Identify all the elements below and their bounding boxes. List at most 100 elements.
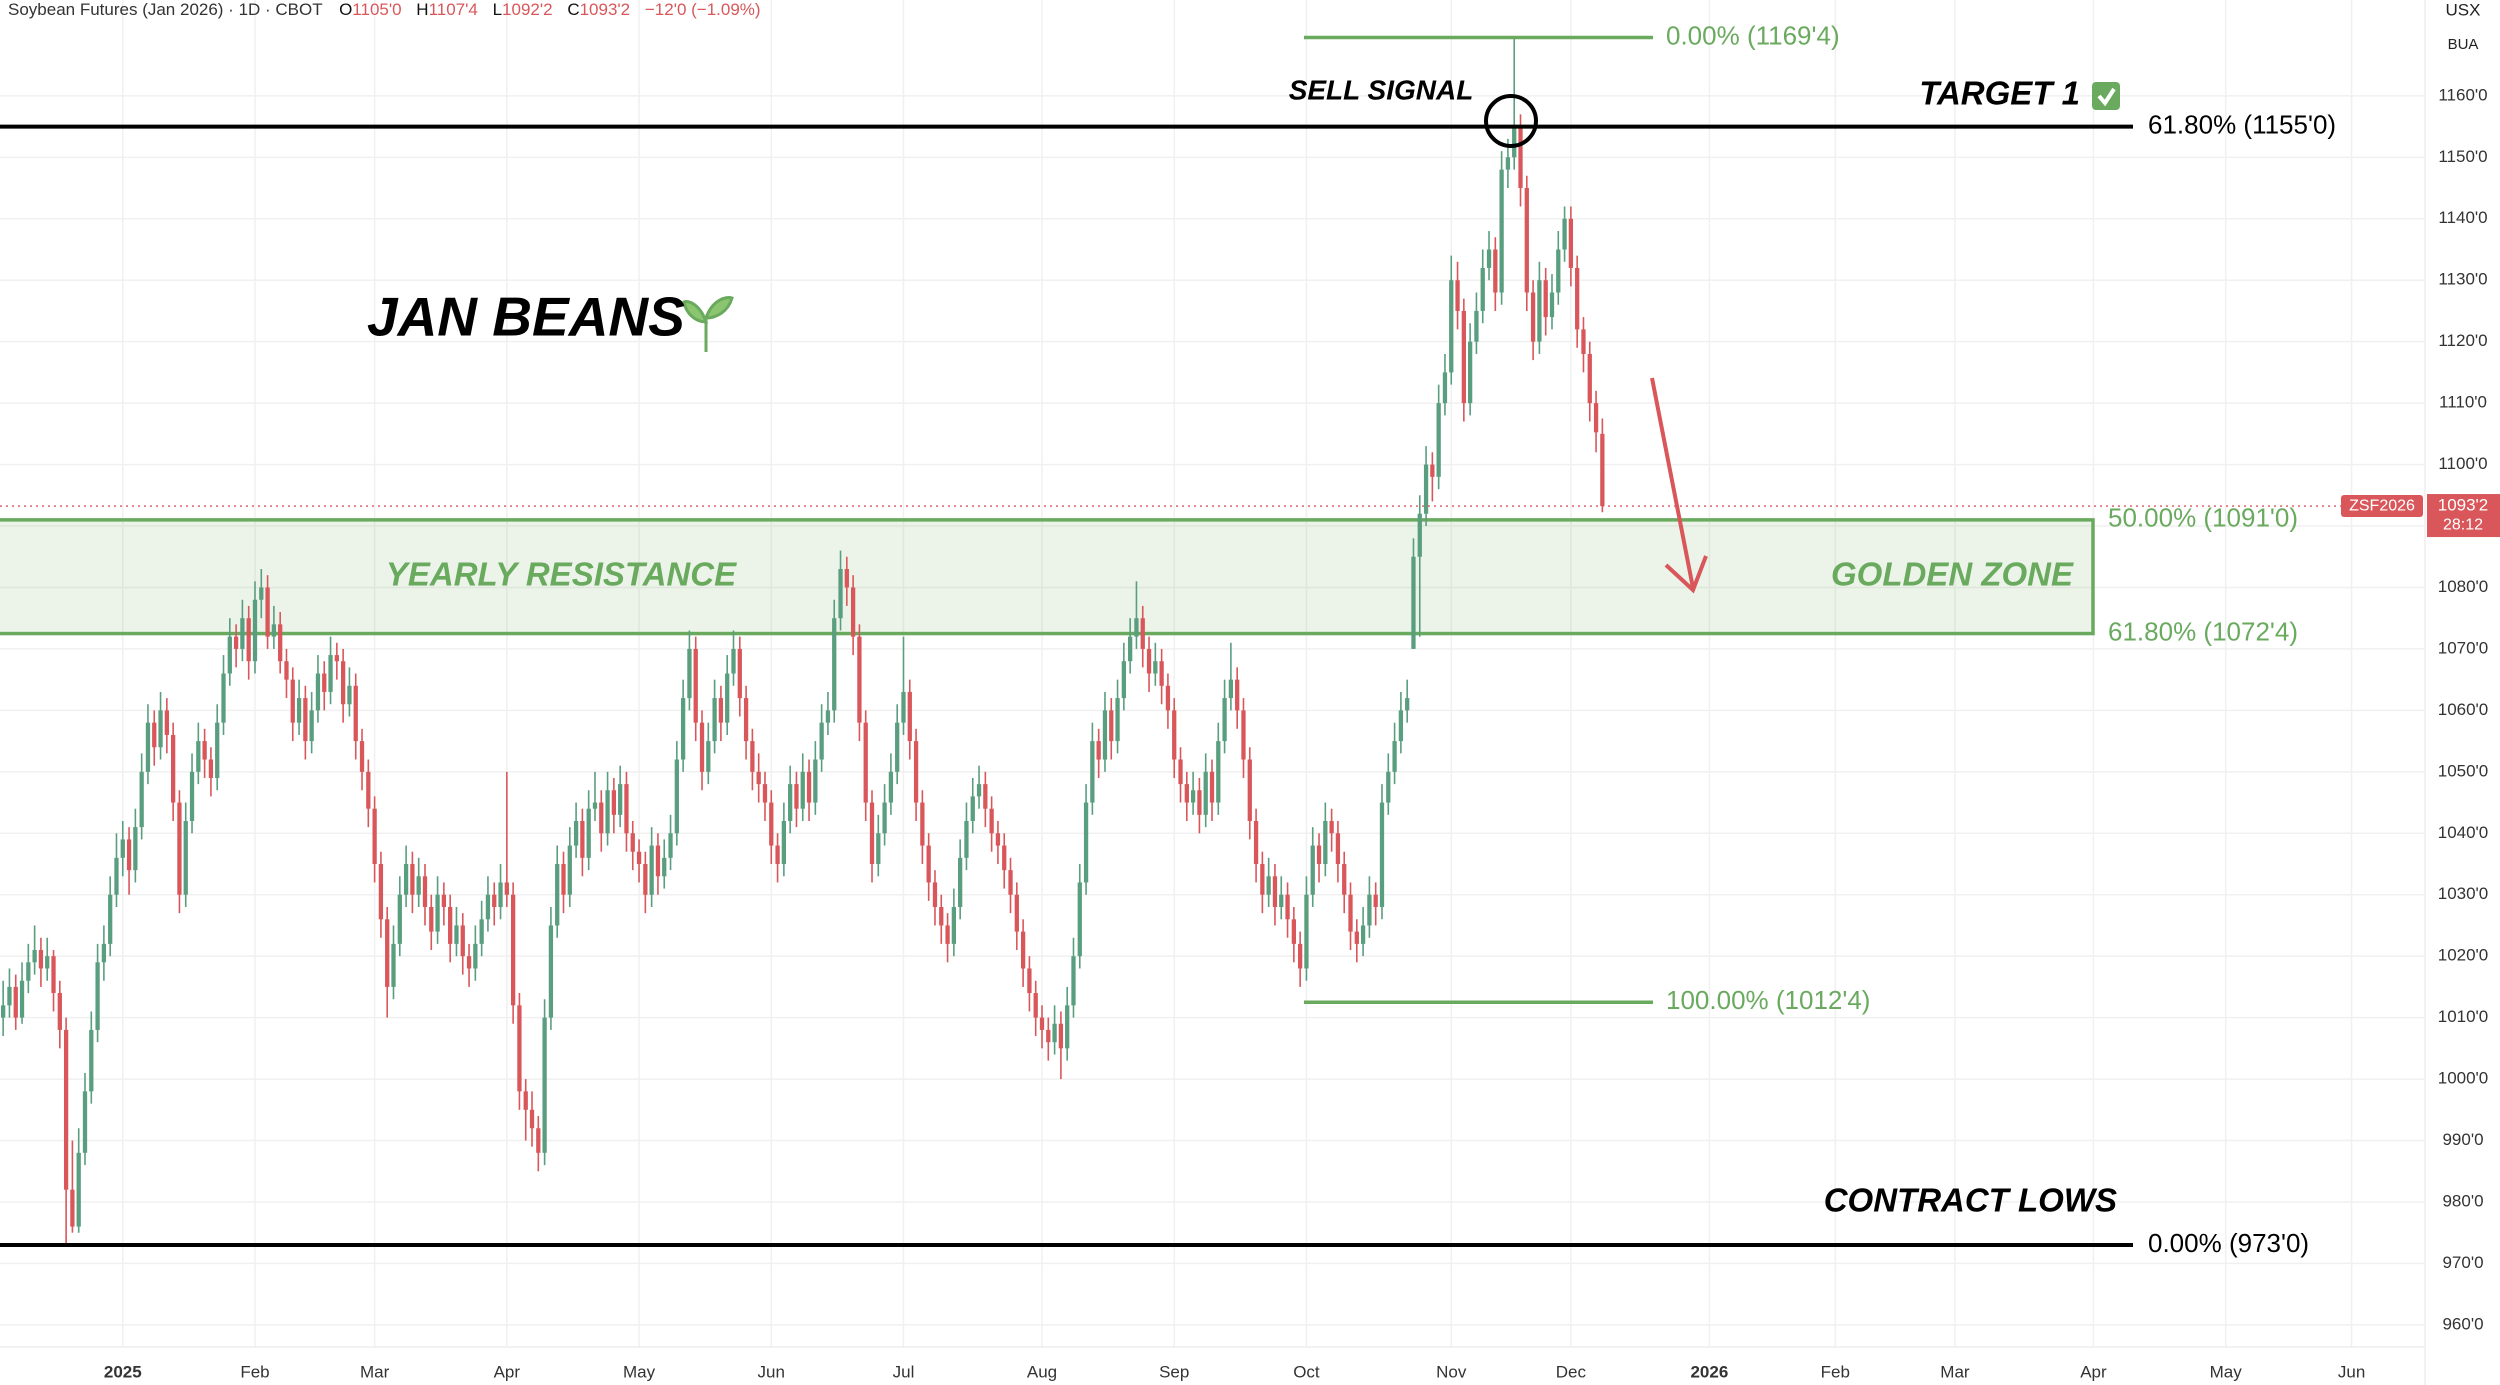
- x-tick-label: 2025: [104, 1362, 142, 1381]
- candle-body: [1417, 513, 1422, 557]
- candle-body: [1279, 894, 1284, 908]
- x-tick-label: 2026: [1690, 1362, 1728, 1381]
- candle-body: [762, 784, 768, 803]
- candle-body: [1455, 280, 1460, 311]
- candle-body: [580, 820, 585, 858]
- candle-body: [259, 587, 264, 600]
- candle-body: [133, 827, 138, 871]
- candle-body: [145, 722, 151, 772]
- candle-body: [1373, 894, 1378, 908]
- y-tick-label: 1010'0: [2438, 1007, 2489, 1026]
- candle-body: [995, 833, 1001, 846]
- candle-body: [26, 962, 31, 981]
- candle-body: [1291, 919, 1296, 944]
- y-tick-label: 1140'0: [2438, 208, 2487, 227]
- candle-body: [202, 741, 207, 760]
- level-label: 100.00% (1012'4): [1666, 985, 1870, 1015]
- candle-body: [359, 741, 365, 772]
- candle-body: [126, 839, 132, 871]
- candle-body: [76, 1152, 81, 1227]
- candle-body: [1442, 372, 1448, 404]
- candle-body: [567, 845, 572, 895]
- symbol-tag: [2341, 495, 2423, 518]
- candle-body: [45, 956, 50, 969]
- candle-body: [1096, 741, 1101, 760]
- candle-body: [1222, 698, 1227, 742]
- candle-body: [1128, 636, 1133, 662]
- candle-body: [788, 784, 793, 821]
- candle-body: [599, 802, 604, 834]
- candle-body: [850, 587, 856, 637]
- y-tick-label: 1030'0: [2438, 884, 2489, 903]
- candle-body: [989, 808, 994, 834]
- candle-body: [1039, 1017, 1045, 1030]
- candle-body: [1493, 249, 1498, 293]
- candle-body: [1146, 648, 1152, 674]
- candle-body: [693, 648, 698, 723]
- x-tick-label: Feb: [240, 1362, 269, 1381]
- candle-body: [1165, 685, 1171, 711]
- candle-body: [605, 790, 610, 834]
- candle-body: [958, 857, 963, 908]
- candle-body: [1203, 771, 1208, 815]
- x-tick-label: Jun: [2338, 1362, 2365, 1381]
- candle-body: [82, 1091, 88, 1153]
- candle-body: [1430, 464, 1435, 477]
- candle-body: [296, 698, 302, 723]
- candle-body: [731, 648, 736, 674]
- candle-body: [1083, 802, 1089, 883]
- candle-body: [1549, 292, 1555, 318]
- close-label: C: [567, 0, 579, 19]
- candle-body: [555, 863, 560, 926]
- candle-body: [913, 741, 919, 803]
- candle-body: [1046, 1029, 1051, 1043]
- candle-body: [1461, 310, 1466, 404]
- close-value: 1093'2: [580, 0, 631, 19]
- candle-body: [435, 894, 440, 932]
- candle-body: [221, 673, 226, 723]
- symbol-tag-text: ZSF2026: [2349, 497, 2415, 514]
- y-tick-label: 1080'0: [2438, 577, 2489, 596]
- candle-body: [901, 691, 906, 723]
- candle-body: [794, 784, 799, 809]
- candle-body: [1109, 710, 1114, 742]
- low-label: L: [493, 0, 502, 19]
- candle-body: [649, 845, 654, 895]
- candle-body: [1298, 943, 1303, 969]
- candle-body: [976, 784, 982, 797]
- candle-body: [529, 1109, 535, 1129]
- candle-body: [1253, 820, 1259, 864]
- candle-body: [57, 993, 62, 1030]
- candle-body: [196, 741, 201, 772]
- candle-body: [844, 569, 849, 588]
- candle-body: [397, 894, 402, 944]
- check-icon: [2092, 82, 2120, 110]
- candle-body: [586, 808, 591, 858]
- candle-body: [573, 820, 579, 846]
- candle-body: [706, 741, 711, 772]
- candle-body: [636, 851, 642, 864]
- candle-body: [164, 710, 169, 735]
- zone-label: GOLDEN ZONE: [1831, 555, 2074, 592]
- y-tick-label: 1060'0: [2438, 700, 2489, 719]
- candle-body: [1002, 845, 1007, 871]
- chart-heading: JAN BEANS: [367, 286, 685, 348]
- y-tick-label: 970'0: [2442, 1253, 2483, 1272]
- candle-body: [1014, 894, 1019, 932]
- x-tick-label: Apr: [494, 1362, 521, 1381]
- candle-body: [542, 1017, 547, 1153]
- candle-body: [1260, 863, 1265, 895]
- x-tick-label: Feb: [1821, 1362, 1850, 1381]
- candle-body: [1436, 403, 1441, 477]
- candle-body: [466, 956, 472, 969]
- candle-body: [403, 863, 409, 895]
- candle-body: [945, 925, 950, 944]
- candle-body: [643, 863, 648, 895]
- candle-body: [1235, 679, 1240, 711]
- candle-body: [410, 863, 415, 895]
- candle-body: [926, 845, 931, 883]
- candle-body: [1008, 870, 1013, 895]
- candle-body: [510, 894, 516, 1006]
